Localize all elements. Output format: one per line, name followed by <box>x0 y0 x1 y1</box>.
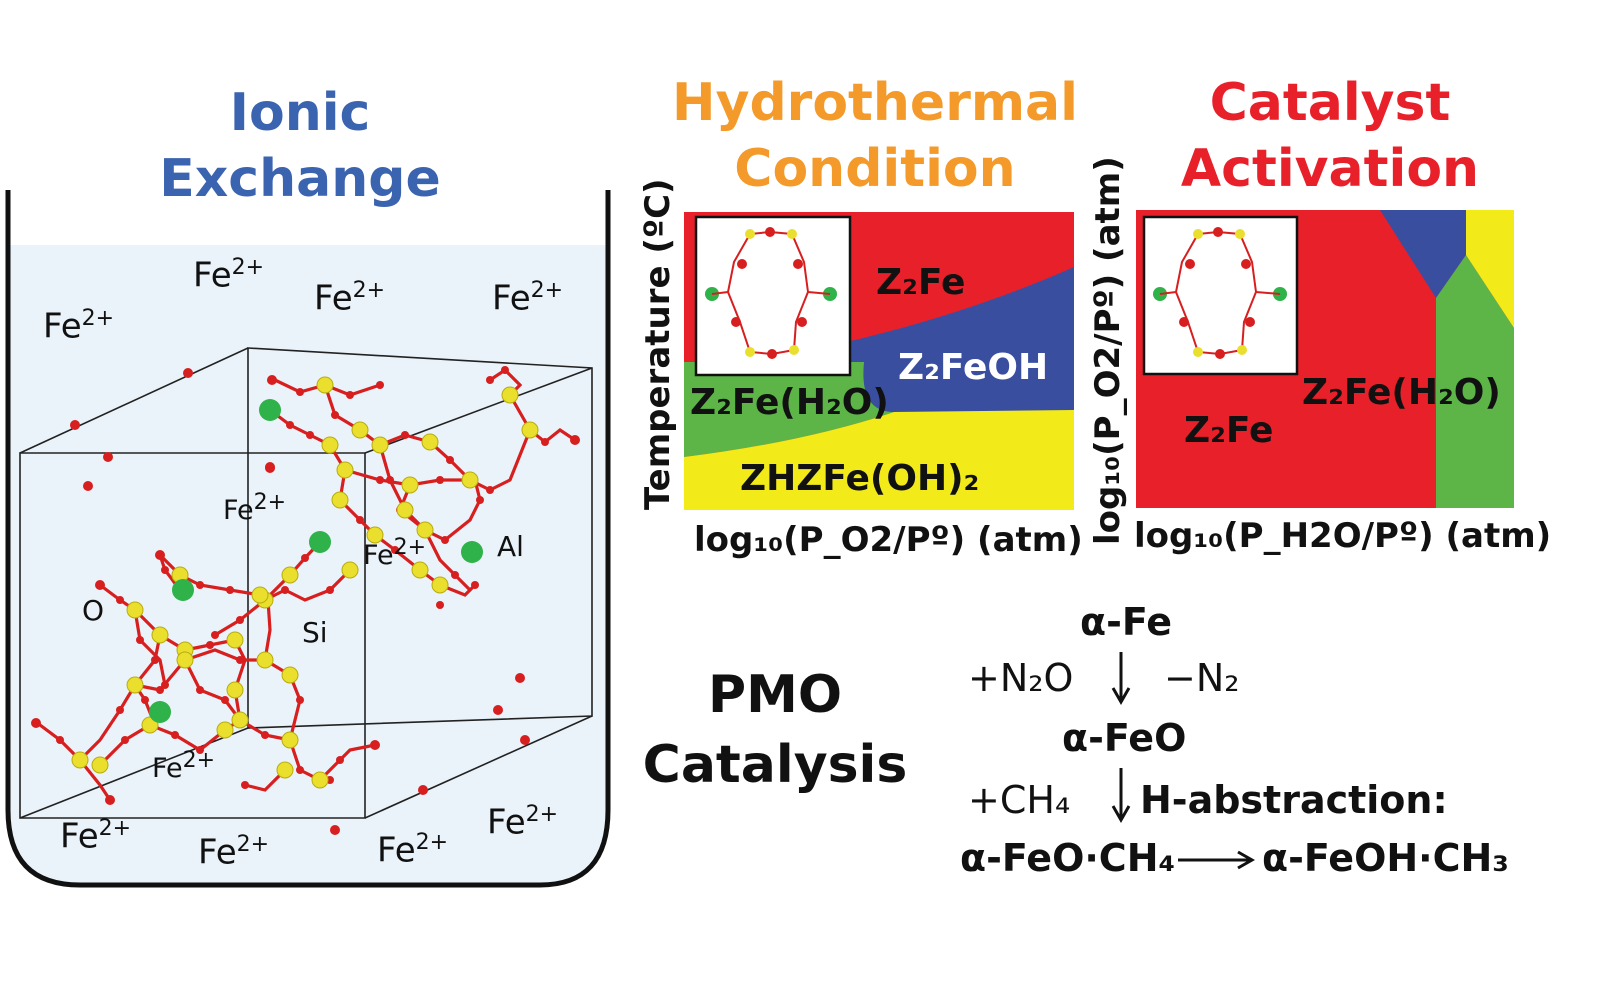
phase-region-z2feh2o <box>1436 255 1514 508</box>
beaker-illustration <box>5 190 611 888</box>
act-x-axis-label: log₁₀(P_H2O/Pº) (atm) <box>1134 516 1552 556</box>
right-arrow-head <box>1237 850 1256 870</box>
fe-ion-label: Fe2+ <box>43 306 115 347</box>
down-arrow-2-head <box>1111 805 1131 824</box>
beaker-outline <box>5 190 611 888</box>
silicon-label: Si <box>302 616 328 649</box>
n2o-reagent: +N₂O <box>968 656 1074 700</box>
act-phase-label-z2feh2o: Z₂Fe(H₂O) <box>1302 372 1501 413</box>
fe-ion-label: Fe2+ <box>377 830 449 871</box>
fe-ion-label: Fe2+ <box>363 535 427 571</box>
hydro-phase-label-z2fe: Z₂Fe <box>876 262 966 303</box>
hydro-phase-label-zhzfeoh2: ZHZFe(OH)₂ <box>740 458 980 499</box>
oxygen-label: O <box>82 594 105 627</box>
pmo-title-line2: Catalysis <box>642 735 908 795</box>
fe-ion-label: Fe2+ <box>60 816 132 857</box>
activation-phase-diagram <box>1136 210 1514 508</box>
aluminum-label: Al <box>497 530 524 563</box>
hydro-phase-label-z2feoh: Z₂FeOH <box>898 347 1049 388</box>
fe-ion-label: Fe2+ <box>314 278 386 319</box>
n2-product: −N₂ <box>1164 656 1240 700</box>
hydrothermal-title-line1: Hydrothermal <box>672 73 1078 133</box>
down-arrow-1-head <box>1111 687 1131 706</box>
pmo-catalysis-title: PMO Catalysis <box>640 660 910 800</box>
alpha-feo-ch4-complex: α-FeO·CH₄ <box>960 836 1176 880</box>
alpha-feo-species: α-FeO <box>1062 716 1187 760</box>
hydrothermal-title: Hydrothermal Condition <box>660 70 1090 202</box>
phase-region-yellow <box>1466 210 1514 328</box>
ionic-exchange-title: Ionic Exchange <box>150 80 450 212</box>
hydrothermal-title-line2: Condition <box>734 139 1016 199</box>
phase-region-z2feh2o <box>684 362 894 457</box>
unit-cell-box <box>19 347 593 819</box>
silicon-atoms <box>71 376 539 789</box>
phase-region-blue <box>1380 210 1466 298</box>
hydrothermal-phase-diagram <box>684 212 1074 510</box>
catalyst-activation-title-line1: Catalyst <box>1209 73 1451 133</box>
fe-ion-label: Fe2+ <box>152 748 216 784</box>
ch4-reagent: +CH₄ <box>968 778 1071 822</box>
alpha-fe-species: α-Fe <box>1080 600 1173 644</box>
catalyst-activation-title-line2: Activation <box>1180 139 1480 199</box>
catalyst-activation-title: Catalyst Activation <box>1150 70 1510 202</box>
fe-ion-label: Fe2+ <box>492 278 564 319</box>
alpha-feoh-ch3-product: α-FeOH·CH₃ <box>1262 836 1509 880</box>
fe-ion-label: Fe2+ <box>198 832 270 873</box>
phase-region-zhzfeoh2 <box>684 410 1074 510</box>
fe-ion-label: Fe2+ <box>223 490 287 526</box>
activation-structure-inset <box>1142 215 1299 376</box>
ionic-exchange-title-line1: Ionic <box>229 83 371 143</box>
hydro-phase-label-z2feh2o: Z₂Fe(H₂O) <box>690 382 889 423</box>
ionic-exchange-title-line2: Exchange <box>159 149 441 209</box>
fe-ion-label: Fe2+ <box>487 802 559 843</box>
hydro-x-axis-label: log₁₀(P_O2/Pº) (atm) <box>694 520 1083 560</box>
fe-ion-label: Fe2+ <box>193 255 265 296</box>
act-phase-label-z2fe: Z₂Fe <box>1184 410 1274 451</box>
aluminum-atoms <box>149 399 483 723</box>
h-abstraction-label: H-abstraction: <box>1140 778 1448 822</box>
pmo-title-line1: PMO <box>707 665 843 725</box>
